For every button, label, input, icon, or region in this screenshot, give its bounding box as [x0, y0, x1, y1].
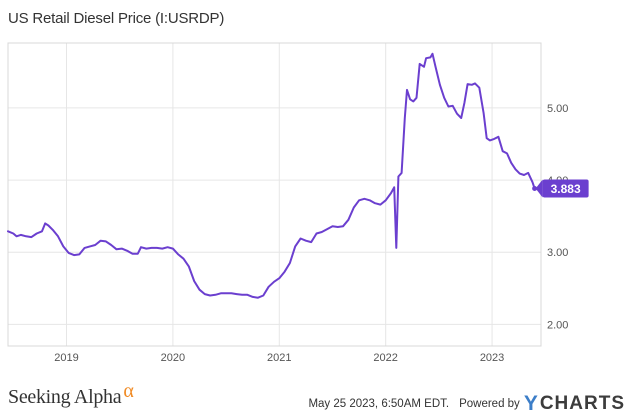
value-flag-arrow [535, 179, 543, 198]
y-tick-label: 5.00 [547, 103, 568, 115]
last-value-marker: 3.883 [532, 179, 589, 198]
x-tick-label: 2021 [267, 352, 291, 364]
y-axis-ticks: 2.003.004.005.00 [547, 103, 568, 331]
seeking-alpha-logo: Seeking Alpha α [8, 380, 134, 409]
last-point [532, 186, 538, 192]
x-tick-label: 2019 [54, 352, 78, 364]
value-flag-box [542, 179, 589, 198]
series-line [7, 52, 536, 299]
footer-info: May 25 2023, 6:50AM EDT. Powered by Y CHA… [308, 392, 625, 416]
chart-title: US Retail Diesel Price (I:USRDP) [8, 10, 225, 27]
ycharts-logo[interactable]: Y CHARTS [524, 392, 625, 416]
plot-frame [7, 42, 542, 347]
y-tick-label: 2.00 [547, 319, 568, 331]
last-value-label: 3.883 [551, 182, 581, 196]
x-tick-label: 2022 [373, 352, 397, 364]
brand-name: Seeking Alpha [8, 386, 122, 408]
y-tick-label: 3.00 [547, 247, 568, 259]
ycharts-logo-y: Y [523, 392, 539, 415]
alpha-symbol: α [123, 380, 134, 402]
timestamp: May 25 2023, 6:50AM EDT. [308, 398, 450, 410]
x-tick-label: 2023 [480, 352, 504, 364]
x-tick-label: 2020 [161, 352, 185, 364]
x-axis-ticks: 2019 2020 2021 2022 2023 [54, 352, 504, 364]
ycharts-logo-text: CHARTS [539, 393, 625, 414]
grid-lines [8, 43, 541, 346]
powered-by-text: Powered by [459, 398, 520, 410]
